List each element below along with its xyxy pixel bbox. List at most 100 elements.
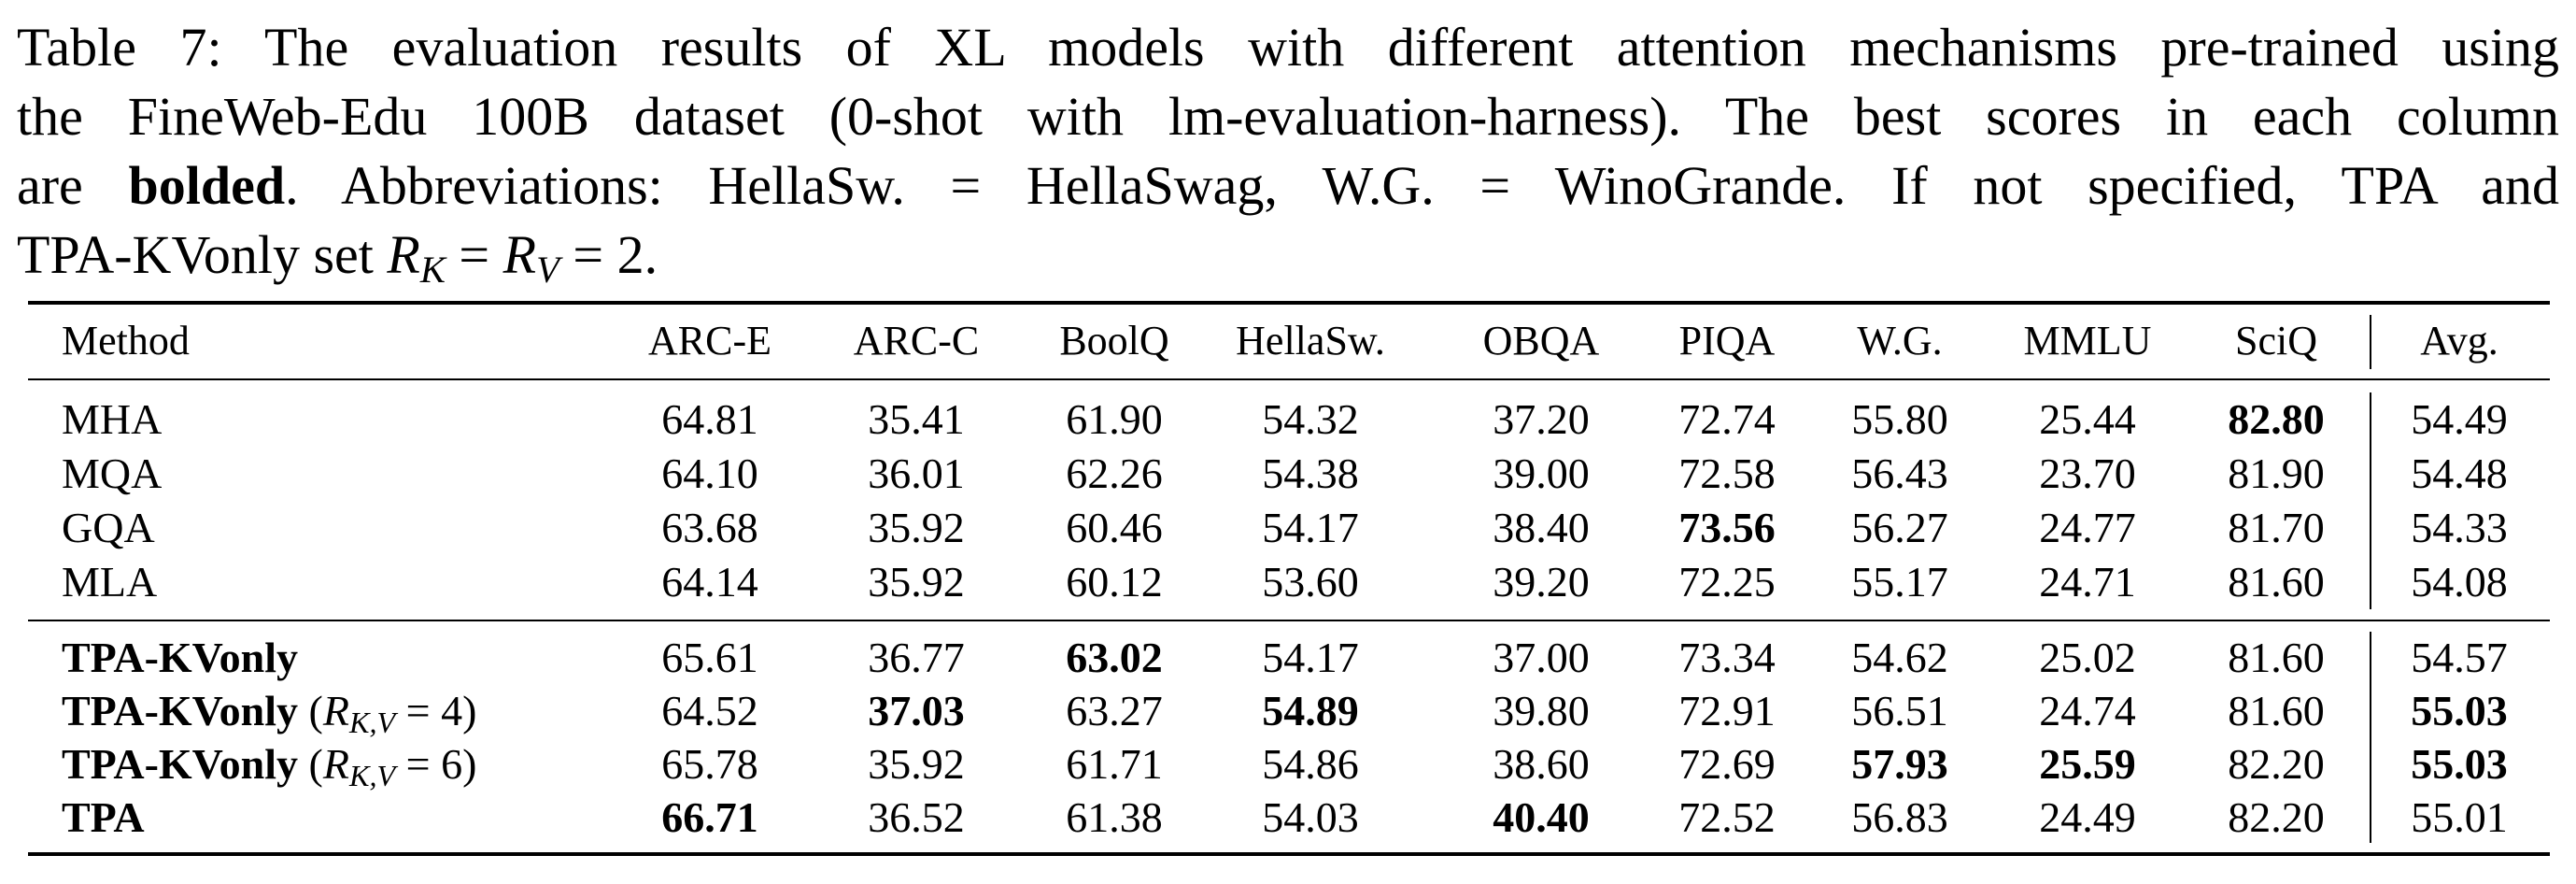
table-row: MLA 64.14 35.92 60.12 53.60 39.20 72.25 55.17 24… — [0, 556, 2576, 608]
value-cell: 82.80 — [2228, 395, 2325, 443]
method-label: MQA — [62, 449, 163, 497]
method-label: MLA — [62, 558, 158, 606]
value-cell: 25.02 — [2039, 634, 2136, 681]
value-cell: 38.40 — [1493, 504, 1590, 551]
header-cell: OBQA — [1482, 318, 1600, 364]
value-cell: 56.51 — [1851, 687, 1948, 734]
value-cell: 63.27 — [1066, 687, 1163, 734]
value-cell: 63.02 — [1066, 634, 1163, 681]
value-cell: 64.14 — [661, 558, 758, 606]
value-cell: 36.77 — [868, 634, 965, 681]
method-name: TPA-KVonly (RK,V = 6) — [62, 738, 476, 791]
header-cell: Avg. — [2420, 318, 2498, 364]
value-cell: 36.01 — [868, 449, 965, 497]
value-cell: 82.20 — [2228, 740, 2325, 788]
value-cell: 54.57 — [2411, 634, 2508, 681]
header-cell: ARC-E — [648, 318, 771, 364]
value-cell: 64.10 — [661, 449, 758, 497]
value-cell: 62.26 — [1066, 449, 1163, 497]
value-cell: 54.03 — [1262, 793, 1359, 841]
value-cell: 72.69 — [1678, 740, 1776, 788]
header-cell: BoolQ — [1059, 318, 1169, 364]
header-cell: MMLU — [2023, 318, 2152, 364]
value-cell: 54.38 — [1262, 449, 1359, 497]
value-cell: 61.90 — [1066, 395, 1163, 443]
value-cell: 63.68 — [661, 504, 758, 551]
value-cell: 81.60 — [2228, 634, 2325, 681]
caption-line-2: the FineWeb-Edu 100B dataset (0-shot wit… — [17, 86, 2559, 147]
value-cell: 37.03 — [868, 687, 965, 734]
value-cell: 54.32 — [1262, 395, 1359, 443]
value-cell: 81.60 — [2228, 687, 2325, 734]
caption-line-3: are bolded. Abbreviations: HellaSw. = He… — [17, 151, 2559, 221]
value-cell: 81.70 — [2228, 504, 2325, 551]
avg-separator — [2370, 392, 2371, 609]
caption-line-4-pre: TPA-KVonly set — [17, 224, 388, 285]
value-cell: 54.62 — [1851, 634, 1948, 681]
value-cell: 54.08 — [2411, 558, 2508, 606]
table-row: TPA 66.71 36.52 61.38 54.03 40.40 72.52 56.83 24… — [0, 791, 2576, 844]
value-cell: 54.48 — [2411, 449, 2508, 497]
value-cell: 73.34 — [1678, 634, 1776, 681]
value-cell: 37.00 — [1493, 634, 1590, 681]
value-cell: 60.46 — [1066, 504, 1163, 551]
value-cell: 35.92 — [868, 504, 965, 551]
header-cell: SciQ — [2235, 318, 2317, 364]
table-row: GQA 63.68 35.92 60.46 54.17 38.40 73.56 56.27 24… — [0, 502, 2576, 554]
value-cell: 56.43 — [1851, 449, 1948, 497]
method-name: MQA — [62, 448, 162, 500]
value-cell: 35.41 — [868, 395, 965, 443]
value-cell: 72.91 — [1678, 687, 1776, 734]
value-cell: 54.17 — [1262, 504, 1359, 551]
value-cell: 23.70 — [2039, 449, 2136, 497]
value-cell: 61.71 — [1066, 740, 1163, 788]
value-cell: 65.78 — [661, 740, 758, 788]
caption-bolded-word: bolded — [128, 155, 286, 216]
table-caption: Table 7: The evaluation results of XL mo… — [17, 13, 2559, 290]
caption-line-4: TPA-KVonly set RK = RV = 2. — [17, 221, 2559, 290]
method-label: TPA — [62, 793, 145, 841]
method-name: TPA-KVonly — [62, 632, 298, 684]
value-cell: 73.56 — [1678, 504, 1776, 551]
value-cell: 64.81 — [661, 395, 758, 443]
value-cell: 82.20 — [2228, 793, 2325, 841]
value-cell: 39.00 — [1493, 449, 1590, 497]
method-rank-suffix: (RK,V = 6) — [298, 740, 477, 793]
group-rule — [28, 620, 2550, 621]
method-name: MHA — [62, 393, 162, 446]
value-cell: 61.38 — [1066, 793, 1163, 841]
method-label: TPA-KVonly — [62, 687, 299, 734]
value-cell: 56.27 — [1851, 504, 1948, 551]
method-name: TPA-KVonly (RK,V = 4) — [62, 685, 476, 737]
value-cell: 55.17 — [1851, 558, 1948, 606]
caption-line-3-post: . Abbreviations: HellaSw. = HellaSwag, W… — [285, 155, 2559, 216]
method-name: MLA — [62, 556, 157, 608]
header-cell: HellaSw. — [1236, 318, 1385, 364]
method-rank-suffix: (RK,V = 4) — [298, 687, 477, 740]
table-row: TPA-KVonly (RK,V = 4) 64.52 37.03 63.27 54.8… — [0, 685, 2576, 737]
value-cell: 24.74 — [2039, 687, 2136, 734]
value-cell: 24.77 — [2039, 504, 2136, 551]
method-label: MHA — [62, 395, 163, 443]
value-cell: 72.25 — [1678, 558, 1776, 606]
value-cell: 35.92 — [868, 558, 965, 606]
value-cell: 72.74 — [1678, 395, 1776, 443]
value-cell: 54.49 — [2411, 395, 2508, 443]
value-cell: 65.61 — [661, 634, 758, 681]
table-row: MQA 64.10 36.01 62.26 54.38 39.00 72.58 56.43 23… — [0, 448, 2576, 500]
value-cell: 66.71 — [661, 793, 758, 841]
value-cell: 55.03 — [2411, 740, 2508, 788]
value-cell: 60.12 — [1066, 558, 1163, 606]
avg-separator — [2370, 632, 2371, 843]
value-cell: 72.52 — [1678, 793, 1776, 841]
header-cell: ARC-C — [853, 318, 980, 364]
avg-separator — [2370, 315, 2371, 369]
value-cell: 35.92 — [868, 740, 965, 788]
header-cell: W.G. — [1857, 318, 1943, 364]
top-rule — [28, 301, 2550, 305]
value-cell: 38.60 — [1493, 740, 1590, 788]
header-rule — [28, 378, 2550, 380]
table-row: TPA-KVonly 65.61 36.77 63.02 54.17 37.00 73.34… — [0, 632, 2576, 684]
table-row: MHA 64.81 35.41 61.90 54.32 37.20 72.74 55.80 25… — [0, 393, 2576, 446]
value-cell: 56.83 — [1851, 793, 1948, 841]
